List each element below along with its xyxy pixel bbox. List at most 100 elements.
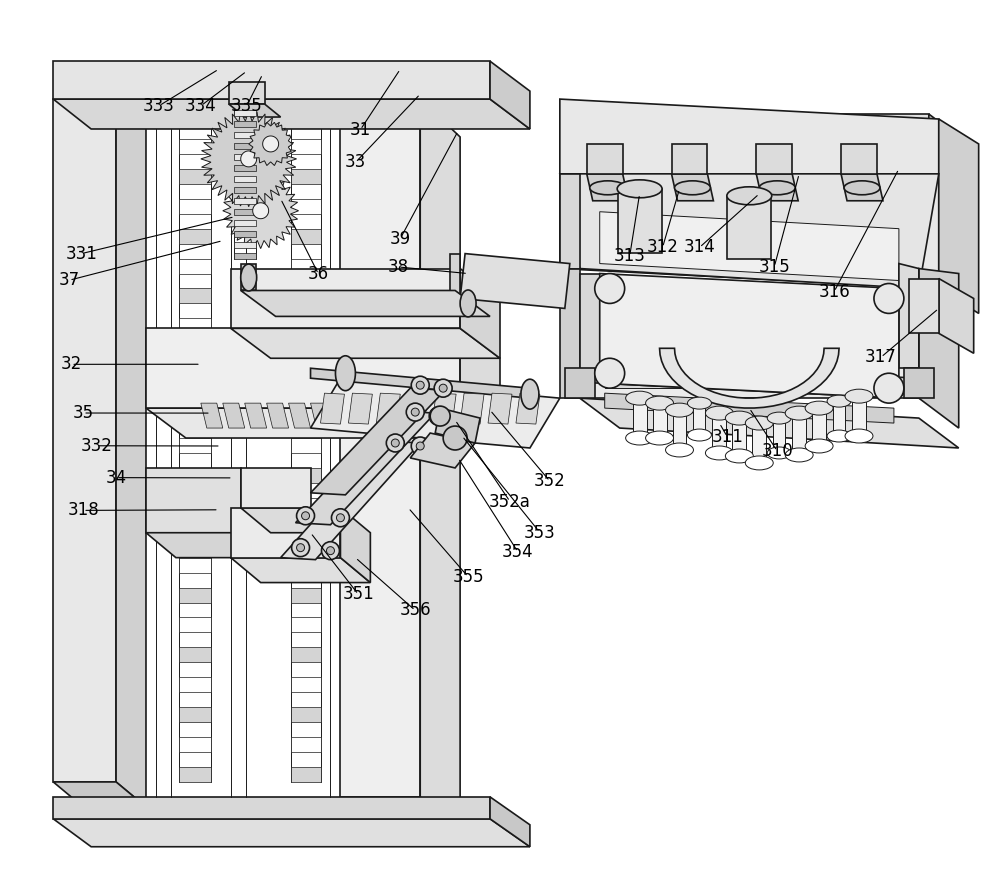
Polygon shape (53, 819, 530, 847)
Text: 317: 317 (865, 348, 897, 366)
Polygon shape (420, 99, 460, 825)
Text: 352: 352 (534, 472, 566, 490)
Polygon shape (291, 408, 320, 423)
Polygon shape (311, 369, 530, 398)
Text: 315: 315 (758, 258, 790, 276)
Polygon shape (565, 369, 595, 398)
Polygon shape (179, 229, 211, 243)
Polygon shape (348, 393, 372, 424)
Circle shape (874, 373, 904, 403)
Polygon shape (291, 258, 320, 274)
Ellipse shape (805, 439, 833, 453)
Circle shape (434, 379, 452, 397)
Polygon shape (116, 99, 146, 807)
Polygon shape (919, 268, 959, 428)
Polygon shape (201, 403, 223, 428)
Ellipse shape (521, 379, 539, 409)
Polygon shape (291, 289, 320, 304)
Ellipse shape (767, 447, 791, 459)
Circle shape (391, 439, 399, 447)
Polygon shape (580, 398, 959, 448)
Polygon shape (398, 403, 420, 428)
Polygon shape (179, 258, 211, 274)
Circle shape (292, 539, 310, 557)
Polygon shape (291, 438, 320, 453)
Text: 332: 332 (80, 437, 112, 455)
Polygon shape (909, 279, 939, 333)
Bar (852, 396, 866, 436)
Polygon shape (241, 151, 257, 167)
Polygon shape (179, 408, 211, 423)
Ellipse shape (666, 443, 693, 457)
Polygon shape (618, 189, 662, 252)
Circle shape (321, 542, 339, 559)
Polygon shape (179, 647, 211, 662)
Polygon shape (291, 558, 320, 573)
Polygon shape (179, 527, 211, 543)
Polygon shape (179, 139, 211, 154)
Polygon shape (672, 144, 707, 174)
Circle shape (331, 509, 349, 527)
Polygon shape (291, 737, 320, 752)
Bar (712, 413, 726, 453)
Polygon shape (450, 254, 460, 298)
Polygon shape (340, 508, 370, 583)
Polygon shape (420, 403, 442, 428)
Polygon shape (179, 617, 211, 632)
Circle shape (297, 507, 315, 525)
Polygon shape (231, 508, 340, 558)
Polygon shape (179, 378, 211, 393)
Polygon shape (899, 264, 919, 398)
Ellipse shape (705, 446, 733, 460)
Polygon shape (179, 767, 211, 782)
Circle shape (429, 407, 447, 425)
Polygon shape (179, 348, 211, 363)
Circle shape (302, 511, 310, 519)
Polygon shape (245, 403, 267, 428)
Ellipse shape (626, 392, 654, 405)
Text: 354: 354 (502, 543, 534, 561)
Polygon shape (241, 468, 311, 508)
Polygon shape (179, 707, 211, 722)
Polygon shape (311, 403, 332, 428)
Ellipse shape (827, 430, 851, 442)
Circle shape (326, 547, 334, 555)
Circle shape (430, 406, 450, 426)
Text: 32: 32 (61, 355, 82, 373)
Text: 331: 331 (65, 245, 97, 263)
Polygon shape (560, 174, 939, 289)
Ellipse shape (675, 181, 710, 194)
Ellipse shape (745, 456, 773, 470)
Polygon shape (756, 174, 798, 201)
Ellipse shape (827, 395, 851, 407)
Polygon shape (560, 268, 580, 398)
Polygon shape (376, 393, 400, 424)
Text: 39: 39 (390, 230, 411, 248)
Polygon shape (587, 144, 623, 174)
Ellipse shape (687, 397, 711, 409)
Ellipse shape (805, 401, 833, 415)
Polygon shape (727, 195, 771, 258)
Polygon shape (53, 61, 490, 99)
Polygon shape (53, 782, 146, 807)
Polygon shape (605, 373, 894, 388)
Polygon shape (939, 279, 974, 353)
Ellipse shape (845, 429, 873, 443)
Ellipse shape (335, 356, 355, 391)
Polygon shape (241, 508, 340, 533)
Bar (673, 410, 686, 450)
Polygon shape (460, 254, 570, 308)
Polygon shape (291, 498, 320, 512)
Polygon shape (291, 707, 320, 722)
Polygon shape (442, 403, 464, 428)
Polygon shape (179, 558, 211, 573)
Circle shape (411, 437, 429, 455)
Text: 33: 33 (345, 154, 366, 171)
Polygon shape (53, 99, 530, 129)
Text: 334: 334 (185, 97, 217, 115)
Polygon shape (267, 403, 289, 428)
Polygon shape (229, 104, 281, 117)
Polygon shape (291, 229, 320, 243)
Circle shape (595, 274, 625, 304)
Text: 313: 313 (614, 248, 646, 266)
